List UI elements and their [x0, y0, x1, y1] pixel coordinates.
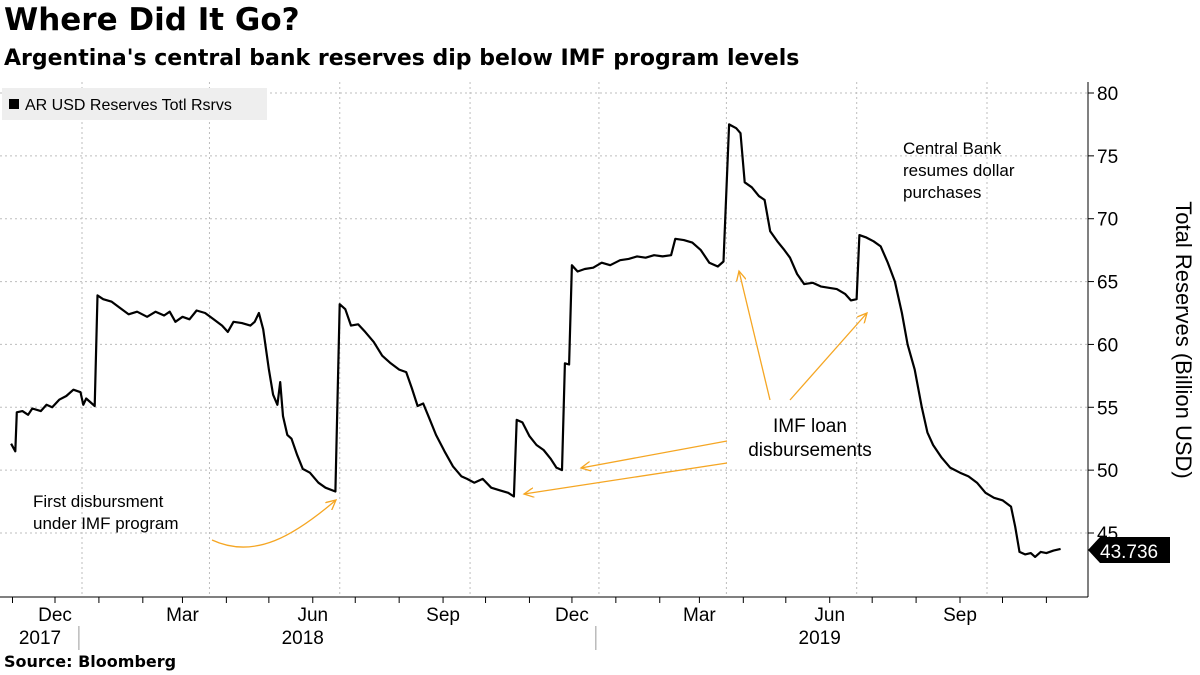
annotation-arrow: [211, 500, 336, 548]
y-axis-title: Total Reserves (Billion USD): [1171, 201, 1196, 479]
x-tick-label: Jun: [297, 605, 328, 626]
annotation-text: disbursements: [748, 440, 872, 461]
series-line: [10, 123, 1061, 559]
annotation-text: First disbursment: [33, 492, 164, 511]
y-tick-label: 80: [1097, 84, 1118, 105]
y-tick-label: 65: [1097, 273, 1118, 294]
y-tick-label: 50: [1097, 461, 1118, 482]
annotation-text: under IMF program: [33, 514, 179, 533]
axes: [0, 82, 1089, 598]
legend: AR USD Reserves Totl Rsrvs: [2, 88, 267, 120]
legend-background: [2, 88, 267, 120]
x-tick-label: Dec: [38, 605, 72, 626]
x-tick-label: Sep: [426, 605, 460, 626]
annotation-text: resumes dollar: [903, 161, 1015, 180]
chart-title: Where Did It Go?: [4, 2, 300, 38]
annotation-arrow: [739, 271, 771, 401]
x-tick-label: Sep: [943, 605, 977, 626]
annotations: Central Bank resumes dollar purchases IMF l…: [33, 139, 1015, 548]
x-tick-label: Jun: [814, 605, 845, 626]
annotation-text: IMF loan: [773, 416, 847, 437]
last-value-label: 43.736: [1100, 542, 1158, 563]
series-layer: [10, 123, 1061, 559]
x-tick-label: Dec: [555, 605, 589, 626]
chart-subtitle: Argentina's central bank reserves dip be…: [4, 46, 800, 71]
year-label: 2019: [799, 628, 841, 649]
y-tick-label: 55: [1097, 398, 1118, 419]
y-tick-label: 75: [1097, 147, 1118, 168]
last-value-marker: 43.736: [1088, 537, 1170, 563]
legend-swatch: [9, 99, 19, 109]
annotation-arrow: [524, 462, 728, 494]
source-note: Source: Bloomberg: [4, 652, 177, 671]
annotation-arrow: [789, 313, 867, 401]
y-tick-label: 70: [1097, 210, 1118, 231]
annotation-arrow: [581, 440, 728, 468]
annotation-text: Central Bank: [903, 139, 1002, 158]
x-tick-label: Mar: [683, 605, 716, 626]
x-tick-label: Mar: [166, 605, 199, 626]
last-value-badge: [1088, 537, 1170, 563]
annotation-text: purchases: [903, 183, 981, 202]
year-label: 2018: [282, 628, 324, 649]
year-label: 2017: [19, 628, 61, 649]
legend-entry: AR USD Reserves Totl Rsrvs: [25, 97, 232, 114]
y-tick-label: 60: [1097, 335, 1118, 356]
